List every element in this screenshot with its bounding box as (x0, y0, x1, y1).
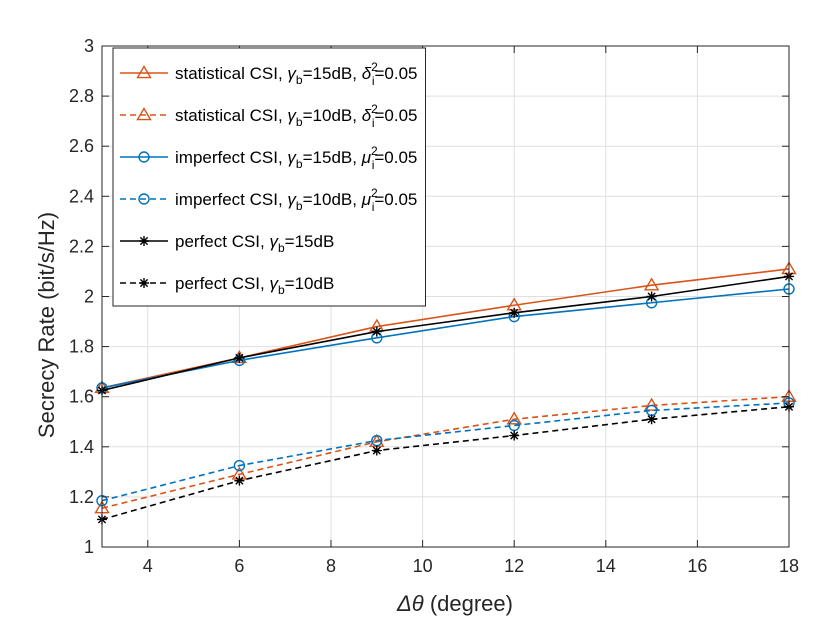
data-point-marker (234, 475, 245, 486)
x-tick-label: 8 (326, 556, 336, 576)
legend-item: statistical CSI, γb=10dB, δ2 i=0.05 (120, 102, 418, 130)
legend-marker (139, 236, 149, 246)
legend-label: imperfect CSI, γb=10dB, μ2 i=0.05 (175, 186, 417, 214)
series-line (101, 402, 790, 502)
legend-marker (138, 193, 150, 205)
data-point-marker (371, 326, 382, 337)
x-tick-label: 6 (234, 556, 244, 576)
data-point-marker (509, 307, 520, 318)
x-tick-label: 18 (779, 556, 799, 576)
legend-item: statistical CSI, γb=15dB, δ2 i=0.05 (120, 60, 418, 88)
y-tick-label: 2.4 (69, 186, 94, 206)
y-tick-label: 1.8 (69, 337, 94, 357)
legend-label: statistical CSI, γb=15dB, δ2 i=0.05 (175, 60, 418, 88)
series-2 (94, 388, 797, 514)
y-axis-label: Secrecy Rate (bit/s/Hz) (34, 212, 59, 438)
legend-label: statistical CSI, γb=10dB, δ2 i=0.05 (175, 102, 418, 130)
x-tick-label: 16 (687, 556, 707, 576)
data-point-marker (643, 397, 660, 411)
data-point-marker (506, 411, 522, 425)
legend-item: perfect CSI, γb=10dB (120, 274, 334, 297)
data-point-marker (646, 414, 657, 425)
y-tick-label: 2.8 (69, 86, 94, 106)
data-point-marker (508, 419, 520, 432)
legend-marker (138, 151, 150, 163)
legend-item: imperfect CSI, γb=15dB, μ2 i=0.05 (120, 144, 417, 172)
series-line (101, 405, 790, 521)
y-tick-label: 1 (84, 537, 94, 557)
x-tick-label: 4 (143, 556, 153, 576)
legend-box (112, 47, 427, 307)
legend-item: perfect CSI, γb=15dB (120, 232, 334, 255)
series-line (101, 395, 790, 509)
data-point-marker (233, 459, 246, 472)
x-axis-label-symbol: Δθ (396, 591, 424, 616)
data-point-marker (509, 430, 520, 441)
legend-item: imperfect CSI, γb=10dB, μ2 i=0.05 (120, 186, 417, 214)
legend-label: perfect CSI, γb=10dB (175, 274, 334, 297)
data-point-marker (234, 352, 245, 363)
y-tick-label: 1.2 (69, 487, 94, 507)
y-tick-label: 2.2 (69, 236, 94, 256)
legend-label: imperfect CSI, γb=15dB, μ2 i=0.05 (175, 144, 417, 172)
y-tick-label: 2 (84, 287, 94, 307)
x-tick-label: 10 (413, 556, 433, 576)
data-point-marker (643, 277, 660, 291)
data-point-marker (371, 434, 383, 447)
legend-marker (136, 107, 152, 121)
legend-marker (139, 278, 149, 288)
legend-label: perfect CSI, γb=15dB (175, 232, 334, 255)
data-point-marker (646, 291, 657, 302)
series-line (101, 288, 790, 389)
y-tick-label: 3 (84, 36, 94, 56)
legend-marker (136, 65, 152, 79)
x-axis-label: Δθ (degree) (396, 591, 513, 616)
x-axis-label-unit: (degree) (424, 591, 513, 616)
y-tick-label: 1.4 (69, 437, 94, 457)
data-point-marker (371, 445, 382, 456)
series-line (101, 275, 790, 392)
y-tick-label: 1.6 (69, 387, 94, 407)
x-tick-label: 12 (504, 556, 524, 576)
y-tick-label: 2.6 (69, 136, 94, 156)
x-tick-label: 14 (596, 556, 616, 576)
